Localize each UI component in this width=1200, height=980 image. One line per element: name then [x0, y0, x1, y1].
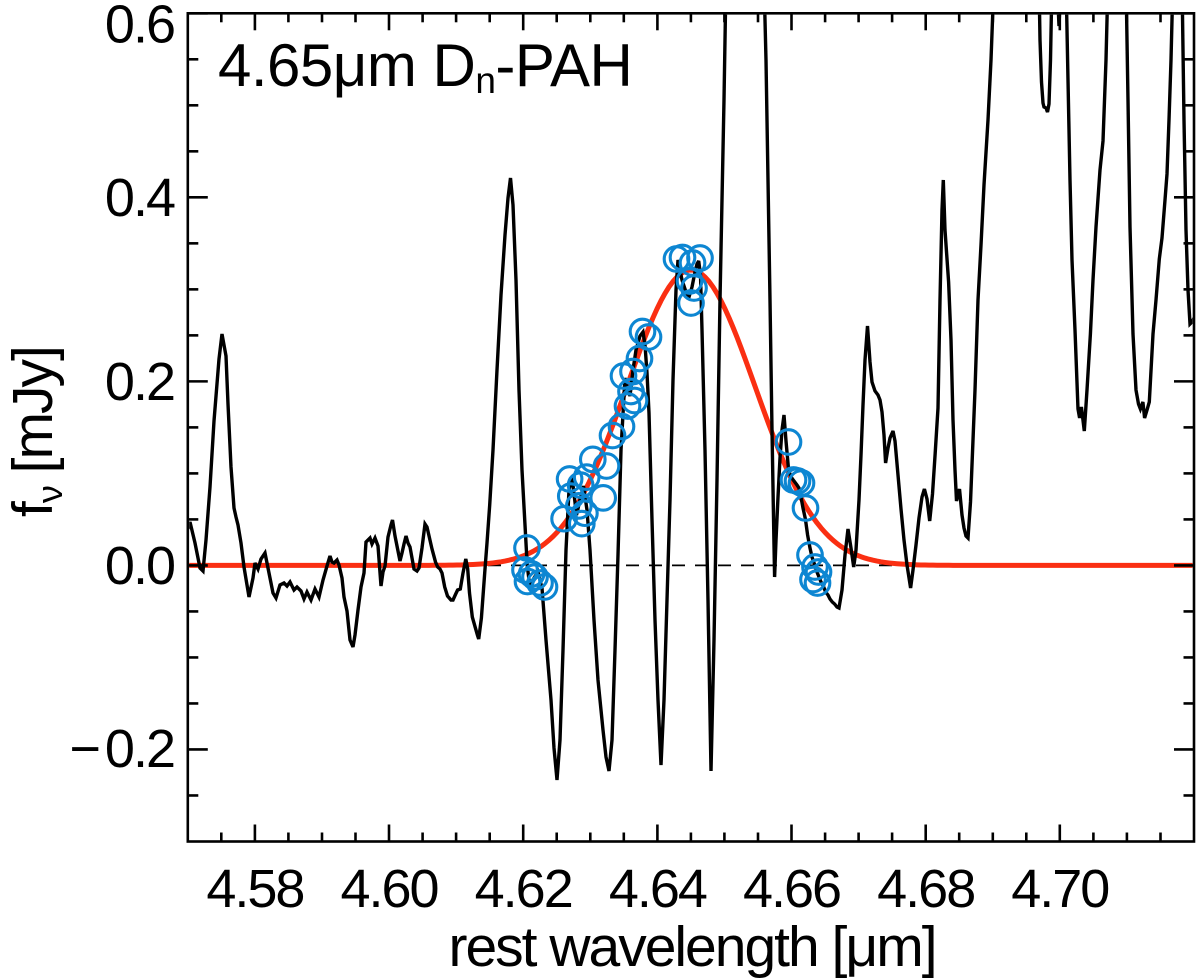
- svg-text:4.62: 4.62: [475, 859, 572, 919]
- svg-text:4.70: 4.70: [1011, 859, 1108, 919]
- svg-text:rest wavelength [μm]: rest wavelength [μm]: [448, 915, 935, 979]
- svg-text:0.4: 0.4: [105, 168, 175, 228]
- svg-text:4.64: 4.64: [609, 859, 707, 919]
- svg-text:−0.2: −0.2: [69, 719, 174, 779]
- svg-text:4.65μm Dn-PAH: 4.65μm Dn-PAH: [218, 32, 632, 101]
- svg-text:4.60: 4.60: [340, 859, 437, 919]
- svg-text:0.6: 0.6: [105, 0, 174, 55]
- svg-text:4.58: 4.58: [206, 859, 303, 919]
- svg-text:4.66: 4.66: [743, 859, 840, 919]
- svg-text:4.68: 4.68: [877, 859, 974, 919]
- svg-text:0.0: 0.0: [105, 536, 174, 596]
- svg-text:0.2: 0.2: [105, 352, 174, 412]
- svg-text:fν [mJy]: fν [mJy]: [1, 347, 70, 517]
